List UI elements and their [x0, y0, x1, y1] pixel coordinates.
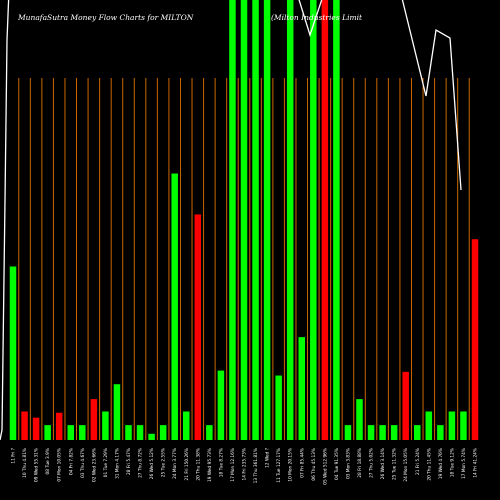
price-line-segment	[401, 0, 462, 191]
price-line-segment	[0, 0, 10, 441]
money-flow-bar	[414, 425, 421, 440]
money-flow-bar	[298, 337, 305, 440]
x-tick-label: 10 Thu 4.81%	[22, 448, 28, 478]
x-tick-label: 24 Mon 3.77%	[172, 448, 178, 479]
x-tick-label: 24 Mon 15.05%	[403, 448, 409, 482]
money-flow-bar	[448, 411, 456, 440]
money-flow-bar	[55, 412, 63, 440]
money-flow-bar	[286, 0, 294, 440]
x-tick-label: 31 Mon 4.17%	[114, 448, 120, 479]
x-tick-label: 10 Mon 20.15%	[288, 448, 294, 482]
money-flow-bar	[367, 425, 375, 440]
x-tick-label: 25 Tue 11.32%	[392, 448, 398, 480]
money-flow-bar	[344, 425, 352, 440]
money-flow-bar	[310, 0, 317, 440]
x-tick-label: 03 Mon 3.83%	[345, 448, 351, 479]
x-tick-label: 21 Fri 5.24%	[415, 448, 421, 475]
money-flow-bar	[471, 239, 479, 440]
x-tick-label: 20 Thu 11.38%	[195, 448, 201, 481]
x-tick-label: 21 Fri 150.26%	[184, 448, 190, 480]
x-tick-label: 14 Fri 235.73%	[242, 448, 248, 480]
x-tick-label: 17 Mon 12.16%	[230, 448, 236, 482]
x-tick-label: 11 Tue 127.17%	[276, 448, 282, 483]
x-tick-label: 19 Wed 4.76%	[438, 448, 444, 479]
money-flow-bar	[79, 425, 86, 440]
money-flow-bar	[171, 173, 178, 440]
x-tick-label: 01 Tue 7.29%	[103, 448, 109, 477]
x-tick-label: 25 Tue 2.55%	[161, 448, 167, 477]
money-flow-bar	[460, 411, 467, 440]
money-flow-bar	[252, 0, 259, 440]
x-tick-label: 06 Thu 45.13%	[311, 448, 317, 481]
money-flow-bar	[379, 425, 386, 440]
x-tick-label: 19 Wed 95.73%	[207, 448, 213, 482]
grid-lines	[18, 78, 470, 440]
money-flow-bar	[321, 0, 329, 440]
x-tick-label: 09 Wed 55.31%	[34, 448, 40, 482]
price-line-segment	[298, 0, 323, 38]
money-flow-bar	[390, 425, 398, 440]
x-tick-label: 18 Tue 9.12%	[449, 448, 455, 477]
x-tick-label: 14 Fri 41.24%	[473, 448, 479, 478]
x-tick-label: 18 Tue 8.27%	[218, 448, 224, 477]
x-tick-label: 17 Mon 5.74%	[461, 448, 467, 479]
money-flow-bar	[333, 0, 340, 440]
x-tick-label: 26 Wed 5.12%	[149, 448, 155, 479]
chart-title: MunafaSutra Money Flow Charts for MILTON	[18, 13, 194, 22]
x-tick-labels: 11 Fri ? 10 Thu 4.81% 09 Wed 55.31% 08 Tue …	[11, 448, 479, 485]
money-flow-bar	[183, 411, 190, 440]
money-flow-bar	[67, 425, 74, 440]
money-flow-bar	[240, 0, 248, 440]
money-flow-bar	[113, 384, 121, 440]
x-tick-label: 20 Thu 11.45%	[426, 448, 432, 481]
x-tick-label: 27 Thu 8.72%	[138, 448, 144, 478]
money-flow-bar	[102, 411, 109, 440]
money-flow-bar	[402, 371, 409, 440]
x-tick-label: 05 Wed 512.96%	[322, 448, 328, 485]
money-flow-bar	[32, 417, 40, 440]
money-flow-bar	[159, 425, 167, 440]
x-tick-label: 07 Mon 10.05%	[57, 448, 63, 482]
x-tick-label: 03 Thu 4.67%	[80, 448, 86, 478]
x-tick-label: 11 Fri ?	[11, 448, 17, 464]
x-tick-label: 28 Fri 5.47%	[126, 448, 132, 475]
money-flow-bar	[125, 425, 132, 440]
money-flow-bar	[275, 375, 282, 440]
money-flow-bar	[136, 425, 144, 440]
chart-subtitle: (Milton Industries Limit	[271, 13, 362, 22]
price-line	[0, 0, 462, 441]
money-flow-bar	[206, 425, 213, 440]
money-flow-bar	[194, 214, 202, 440]
x-tick-label: 02 Wed 23.66%	[91, 448, 97, 482]
x-tick-label: 27 Thu 5.02%	[369, 448, 375, 478]
money-flow-bar	[356, 399, 363, 440]
money-flow-bar	[90, 399, 98, 440]
money-flow-bar	[263, 0, 271, 440]
x-tick-label: 13 Thu 361.81%	[253, 448, 259, 483]
money-flow-bar	[148, 433, 155, 440]
money-flow-bars	[9, 0, 479, 440]
money-flow-bar	[9, 266, 17, 440]
money-flow-bar	[21, 411, 28, 440]
money-flow-bar	[44, 425, 51, 440]
money-flow-bar	[437, 425, 444, 440]
x-tick-label: 12 Wed ?	[265, 448, 271, 468]
money-flow-bar	[229, 0, 236, 440]
money-flow-bar	[425, 411, 433, 440]
x-tick-label: 07 Fri 85.44%	[299, 448, 305, 478]
x-tick-label: 28 Fri 18.88%	[357, 448, 363, 478]
money-flow-bar	[217, 370, 225, 440]
x-tick-label: 04 Fri 7.82%	[68, 448, 74, 475]
x-tick-label: 04 Tue 91.35%	[334, 448, 340, 480]
x-tick-label: 08 Tue 3.9%	[45, 448, 51, 474]
x-tick-label: 26 Wed 3.14%	[380, 448, 386, 479]
